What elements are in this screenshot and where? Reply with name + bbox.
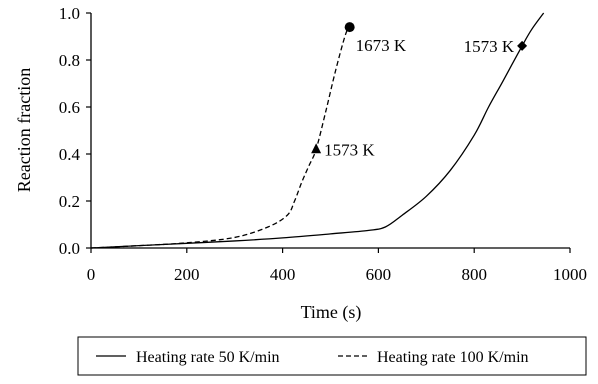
x-axis-label: Time (s) [301, 302, 362, 323]
axes: 0 200 400 600 800 1000 0.0 0.2 0.4 0.6 0.8 1.0 [59, 4, 587, 284]
y-tick-label: 0.4 [59, 145, 81, 164]
y-axis-label: Reaction fraction [14, 68, 34, 192]
marker-diamond [517, 40, 528, 51]
x-tick-label: 400 [270, 265, 296, 284]
x-tick-label: 200 [174, 265, 200, 284]
series-line-100kmin [90, 22, 352, 249]
x-tick-label: 800 [461, 265, 487, 284]
legend-label-100: Heating rate 100 K/min [377, 349, 529, 366]
x-tick-label: 1000 [553, 265, 587, 284]
x-tick-label: 600 [366, 265, 392, 284]
legend-label-50: Heating rate 50 K/min [136, 349, 280, 366]
y-tick-label: 0.8 [59, 51, 80, 70]
y-tick-label: 0.6 [59, 98, 80, 117]
series-layer [90, 12, 545, 249]
legend-box [77, 336, 587, 376]
annotation-label: 1573 K [464, 37, 515, 56]
series-line-50kmin [90, 12, 545, 249]
legend: Heating rate 50 K/min Heating rate 100 K… [77, 336, 587, 376]
annotation-layer: 1673 K 1573 K 1573 K [311, 22, 528, 159]
marker-triangle [311, 143, 322, 154]
x-tick-label: 0 [87, 265, 96, 284]
y-tick-label: 0.2 [59, 192, 80, 211]
marker-circle [344, 22, 355, 33]
annotation-label: 1673 K [356, 36, 407, 55]
y-tick-label: 1.0 [59, 4, 80, 23]
y-tick-label: 0.0 [59, 239, 80, 258]
annotation-label: 1573 K [324, 140, 375, 159]
